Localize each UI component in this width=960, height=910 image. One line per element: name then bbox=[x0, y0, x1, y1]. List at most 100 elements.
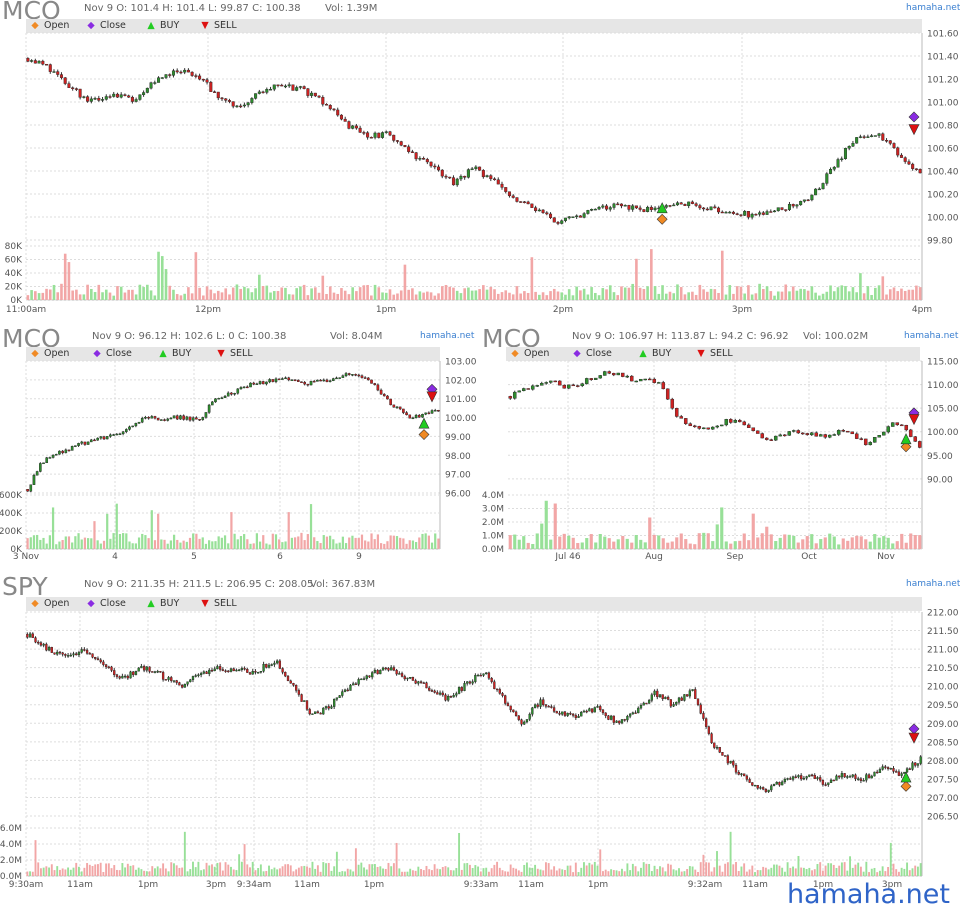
candle-body bbox=[586, 210, 590, 214]
volume-bar bbox=[589, 534, 593, 549]
volume-bar bbox=[792, 535, 796, 549]
volume-bar bbox=[485, 867, 488, 876]
volume-bar bbox=[321, 275, 325, 300]
candle-body bbox=[827, 434, 832, 438]
candle-body bbox=[251, 670, 254, 675]
candle-body bbox=[47, 647, 51, 651]
candle-body bbox=[67, 449, 71, 452]
candle-body bbox=[160, 419, 163, 421]
volume-bar bbox=[386, 541, 389, 549]
volume-bar bbox=[572, 872, 575, 876]
volume-bar bbox=[825, 291, 829, 300]
candle-body bbox=[360, 375, 364, 378]
volume-bar bbox=[610, 869, 613, 876]
sell-marker-icon: ▼ bbox=[201, 20, 209, 31]
candle-body bbox=[459, 175, 463, 180]
volume-bar bbox=[314, 287, 317, 300]
volume-bar bbox=[175, 865, 178, 876]
candle-body bbox=[885, 140, 889, 142]
candle-body bbox=[50, 647, 53, 653]
brand-link[interactable]: hamaha.net bbox=[904, 331, 959, 341]
candle-body bbox=[144, 417, 147, 419]
candle-body bbox=[88, 653, 91, 655]
candle-body bbox=[45, 643, 48, 651]
volume-bar bbox=[441, 867, 444, 876]
candle-body bbox=[64, 449, 68, 454]
volume-bar bbox=[211, 864, 213, 876]
volume-bar bbox=[579, 290, 582, 300]
volume-bar bbox=[322, 535, 325, 549]
candle-body bbox=[362, 132, 366, 134]
volume-bar bbox=[246, 539, 249, 549]
candle-body bbox=[204, 412, 208, 418]
candle-body bbox=[645, 702, 648, 705]
candle-body bbox=[346, 689, 349, 692]
candle-body bbox=[498, 689, 501, 694]
volume-bar bbox=[71, 542, 74, 549]
volume-bar bbox=[232, 869, 235, 876]
volume-bar bbox=[802, 867, 805, 876]
candle-body bbox=[780, 207, 784, 210]
candle-body bbox=[694, 689, 697, 699]
volume-bar bbox=[706, 291, 709, 300]
volume-bar bbox=[249, 867, 251, 876]
candle-body bbox=[172, 680, 176, 682]
volume-bar bbox=[742, 533, 746, 549]
candle-body bbox=[42, 462, 45, 465]
candle-body bbox=[578, 215, 582, 218]
brand-link[interactable]: hamaha.net bbox=[906, 3, 960, 13]
candle-body bbox=[493, 178, 497, 181]
candle-body bbox=[265, 381, 268, 385]
candle-body bbox=[424, 412, 427, 415]
volume-bar bbox=[805, 869, 808, 876]
candle-body bbox=[769, 439, 774, 441]
candle-body bbox=[876, 771, 879, 774]
candle-body bbox=[508, 396, 513, 399]
volume-bar bbox=[859, 866, 862, 876]
candle-body bbox=[341, 691, 344, 696]
candle-body bbox=[183, 683, 186, 688]
volume-bar bbox=[354, 848, 357, 876]
volume-bar bbox=[534, 291, 537, 300]
candle-body bbox=[382, 393, 386, 397]
candle-body bbox=[83, 441, 87, 445]
candle-body bbox=[448, 176, 452, 179]
brand-link[interactable]: hamaha.net bbox=[906, 579, 960, 589]
x-tick-label: 1pm bbox=[813, 880, 833, 890]
volume-bar bbox=[913, 535, 917, 549]
volume-bar bbox=[239, 288, 242, 300]
sell-marker bbox=[908, 732, 920, 744]
candle-body bbox=[553, 380, 558, 383]
candle-body bbox=[814, 188, 818, 196]
candle-body bbox=[405, 412, 408, 416]
volume-bar bbox=[549, 539, 553, 549]
volume-bar bbox=[80, 871, 83, 876]
volume-bar bbox=[42, 537, 45, 549]
candle-body bbox=[376, 384, 380, 391]
candle-body bbox=[474, 675, 477, 682]
candle-body bbox=[539, 383, 544, 386]
volume-bar bbox=[643, 542, 647, 549]
volume-bar bbox=[439, 869, 442, 876]
volume-bar bbox=[77, 866, 80, 876]
volume-bar bbox=[106, 513, 109, 549]
close-marker-icon: ◆ bbox=[87, 20, 95, 31]
volume-bar bbox=[545, 862, 547, 876]
candle-body bbox=[829, 779, 833, 783]
volume-bar bbox=[90, 538, 93, 549]
volume-bar bbox=[471, 868, 474, 876]
candle-body bbox=[338, 377, 341, 379]
volume-bar bbox=[176, 539, 179, 549]
candle-body bbox=[908, 429, 913, 437]
candle-body bbox=[130, 96, 134, 102]
candle-body bbox=[78, 88, 82, 98]
candle-body bbox=[194, 675, 197, 677]
candle-body bbox=[145, 87, 149, 93]
candle-body bbox=[683, 418, 688, 424]
volume-bar bbox=[36, 534, 39, 549]
volume-bar bbox=[149, 290, 153, 300]
volume-bar bbox=[343, 290, 347, 300]
brand-link[interactable]: hamaha.net bbox=[420, 331, 475, 341]
candle-body bbox=[706, 427, 711, 430]
candle-body bbox=[531, 707, 534, 715]
